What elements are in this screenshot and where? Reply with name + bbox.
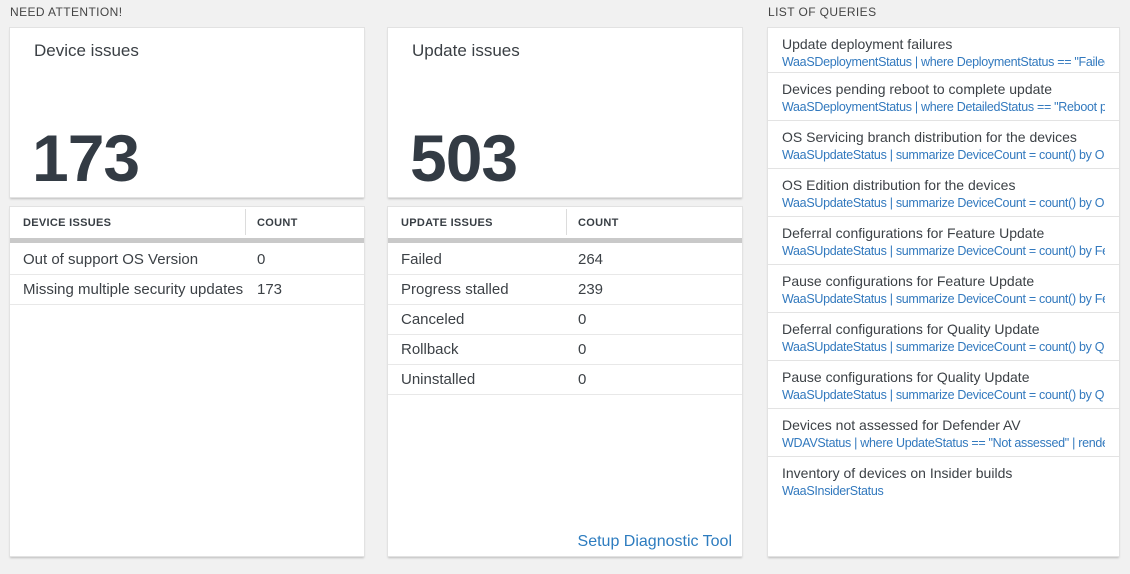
- query-title: Deferral configurations for Quality Upda…: [782, 321, 1040, 337]
- issue-label: Rollback: [401, 341, 459, 358]
- issue-label: Canceled: [401, 311, 465, 328]
- queries-list-panel: Update deployment failures WaaSDeploymen…: [767, 27, 1120, 557]
- issue-count: 0: [578, 341, 587, 358]
- query-title: Deferral configurations for Feature Upda…: [782, 225, 1045, 241]
- query-item[interactable]: OS Servicing branch distribution for the…: [768, 121, 1119, 169]
- table-header-bar: [10, 238, 364, 243]
- table-row[interactable]: Missing multiple security updates 173: [10, 275, 364, 305]
- query-title: Devices not assessed for Defender AV: [782, 417, 1021, 433]
- table-row[interactable]: Failed 264: [388, 245, 742, 275]
- setup-diagnostic-tool-link[interactable]: Setup Diagnostic Tool: [577, 533, 732, 550]
- update-issues-table-panel: UPDATE ISSUES COUNT Failed 264 Progress …: [387, 206, 743, 557]
- column-divider: [566, 209, 567, 235]
- issue-count: 0: [257, 251, 266, 268]
- issue-count: 0: [578, 311, 587, 328]
- query-text: WaaSUpdateStatus | summarize DeviceCount…: [782, 196, 1105, 210]
- query-item[interactable]: Update deployment failures WaaSDeploymen…: [768, 28, 1119, 73]
- query-item[interactable]: OS Edition distribution for the devices …: [768, 169, 1119, 217]
- query-item[interactable]: Deferral configurations for Quality Upda…: [768, 313, 1119, 361]
- device-issues-card-title: Device issues: [34, 41, 139, 60]
- issue-count: 239: [578, 281, 604, 298]
- query-text: WaaSDeploymentStatus | where DeploymentS…: [782, 55, 1105, 69]
- count-col-header: COUNT: [578, 217, 619, 229]
- query-title: Devices pending reboot to complete updat…: [782, 81, 1053, 97]
- table-row[interactable]: Rollback 0: [388, 335, 742, 365]
- column-divider: [245, 209, 246, 235]
- query-text: WaaSInsiderStatus: [782, 484, 884, 498]
- issue-label: Missing multiple security updates: [23, 281, 244, 298]
- device-issues-table-header: DEVICE ISSUES COUNT: [10, 207, 364, 237]
- table-row[interactable]: Progress stalled 239: [388, 275, 742, 305]
- query-title: OS Edition distribution for the devices: [782, 177, 1016, 193]
- issue-label: Out of support OS Version: [23, 251, 199, 268]
- update-issues-col-header: UPDATE ISSUES: [401, 217, 493, 229]
- device-issues-count: 173: [32, 121, 140, 195]
- issue-count: 0: [578, 371, 587, 388]
- issue-label: Progress stalled: [401, 281, 509, 298]
- count-col-header: COUNT: [257, 217, 298, 229]
- issue-count: 264: [578, 251, 604, 268]
- query-item[interactable]: Devices pending reboot to complete updat…: [768, 73, 1119, 121]
- query-item[interactable]: Inventory of devices on Insider builds W…: [768, 457, 1119, 557]
- table-row[interactable]: Out of support OS Version 0: [10, 245, 364, 275]
- query-title: Pause configurations for Quality Update: [782, 369, 1030, 385]
- query-title: Update deployment failures: [782, 36, 953, 52]
- update-issues-table-header: UPDATE ISSUES COUNT: [388, 207, 742, 237]
- query-item[interactable]: Pause configurations for Quality Update …: [768, 361, 1119, 409]
- query-item[interactable]: Devices not assessed for Defender AV WDA…: [768, 409, 1119, 457]
- query-text: WDAVStatus | where UpdateStatus == "Not …: [782, 436, 1105, 450]
- query-text: WaaSUpdateStatus | summarize DeviceCount…: [782, 340, 1105, 354]
- query-text: WaaSDeploymentStatus | where DetailedSta…: [782, 100, 1105, 114]
- issue-count: 173: [257, 281, 283, 298]
- list-of-queries-header: LIST OF QUERIES: [768, 5, 877, 19]
- table-row[interactable]: Uninstalled 0: [388, 365, 742, 395]
- issue-label: Uninstalled: [401, 371, 476, 388]
- device-issues-table-panel: DEVICE ISSUES COUNT Out of support OS Ve…: [9, 206, 365, 557]
- query-title: Pause configurations for Feature Update: [782, 273, 1035, 289]
- update-issues-count: 503: [410, 121, 518, 195]
- query-text: WaaSUpdateStatus | summarize DeviceCount…: [782, 292, 1105, 306]
- query-title: Inventory of devices on Insider builds: [782, 465, 1013, 481]
- query-title: OS Servicing branch distribution for the…: [782, 129, 1077, 145]
- device-issues-card[interactable]: Device issues 173: [9, 27, 365, 198]
- table-header-bar: [388, 238, 742, 243]
- issue-label: Failed: [401, 251, 442, 268]
- need-attention-header: NEED ATTENTION!: [10, 5, 123, 19]
- query-text: WaaSUpdateStatus | summarize DeviceCount…: [782, 388, 1105, 402]
- query-item[interactable]: Pause configurations for Feature Update …: [768, 265, 1119, 313]
- query-item[interactable]: Deferral configurations for Feature Upda…: [768, 217, 1119, 265]
- update-issues-card[interactable]: Update issues 503: [387, 27, 743, 198]
- query-text: WaaSUpdateStatus | summarize DeviceCount…: [782, 244, 1105, 258]
- device-issues-col-header: DEVICE ISSUES: [23, 217, 112, 229]
- table-row[interactable]: Canceled 0: [388, 305, 742, 335]
- update-issues-card-title: Update issues: [412, 41, 520, 60]
- query-text: WaaSUpdateStatus | summarize DeviceCount…: [782, 148, 1105, 162]
